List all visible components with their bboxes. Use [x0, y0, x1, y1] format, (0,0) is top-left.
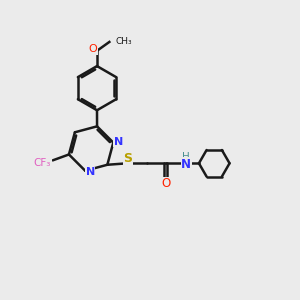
- Text: CF₃: CF₃: [34, 158, 51, 168]
- Text: CH₃: CH₃: [116, 38, 133, 46]
- Text: H: H: [182, 152, 190, 161]
- Text: N: N: [181, 158, 191, 171]
- Text: O: O: [161, 177, 170, 190]
- Text: S: S: [124, 152, 133, 165]
- Text: N: N: [114, 137, 123, 147]
- Text: N: N: [85, 167, 95, 177]
- Text: O: O: [88, 44, 97, 54]
